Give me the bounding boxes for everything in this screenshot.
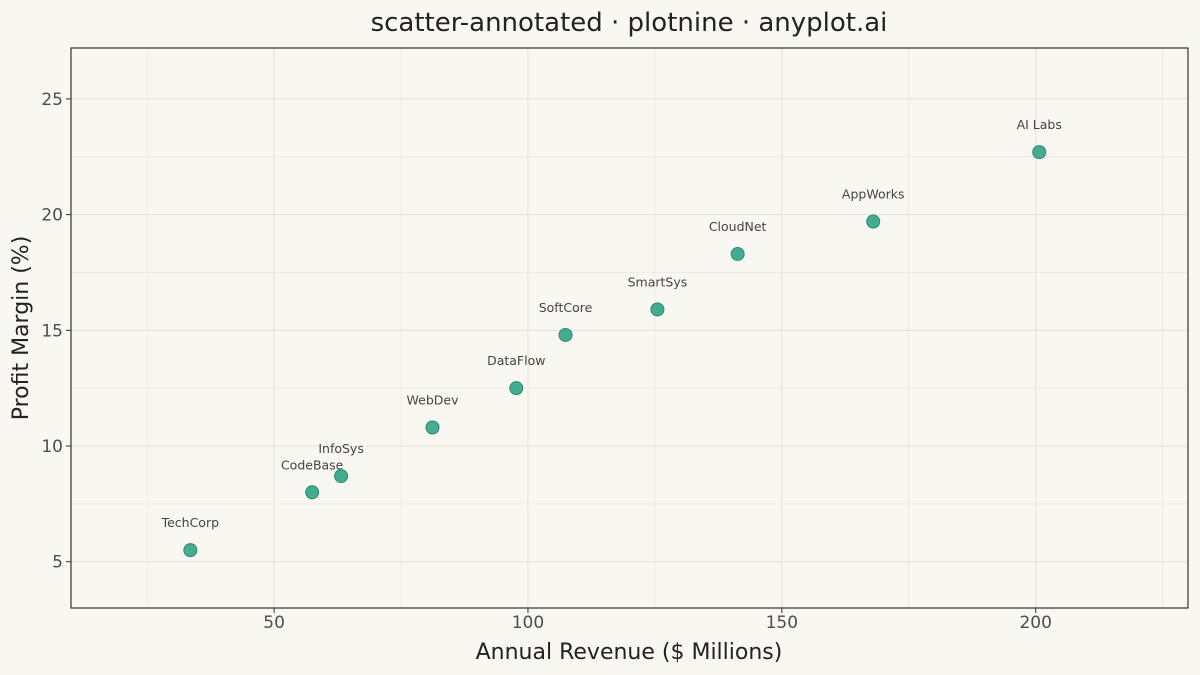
data-point (183, 543, 198, 558)
data-point (425, 420, 440, 435)
data-point (509, 381, 524, 396)
point-label: AI Labs (1017, 117, 1062, 132)
point-label: CloudNet (709, 219, 767, 234)
x-axis-label: Annual Revenue ($ Millions) (476, 640, 783, 665)
plot-area: 50 100 150 200 5 10 15 20 25 TechCorp CodeBaseInfo… (41, 47, 1189, 633)
data-point (305, 485, 320, 500)
point-label: SmartSys (628, 274, 688, 289)
point-label: WebDev (407, 393, 460, 408)
data-point (730, 246, 745, 261)
data-point (334, 469, 349, 484)
y-tick-label: 25 (41, 90, 63, 110)
y-tick-label: 5 (52, 553, 63, 573)
x-tick-label: 150 (766, 613, 798, 633)
data-point (558, 327, 573, 342)
plot-panel-border (70, 47, 1189, 609)
point-label: TechCorp (161, 515, 220, 530)
y-axis-label: Profit Margin (%) (9, 236, 34, 421)
y-tick-label: 10 (41, 437, 63, 457)
data-point (1032, 145, 1047, 160)
y-tick-label: 15 (41, 321, 63, 341)
data-point (650, 302, 665, 317)
chart-title: scatter-annotated · plotnine · anyplot.a… (371, 8, 888, 38)
plot-panel-background (71, 48, 1188, 608)
y-tick-label: 20 (41, 206, 63, 226)
point-label: DataFlow (487, 353, 545, 368)
x-tick-label: 200 (1019, 613, 1051, 633)
data-point (866, 214, 881, 229)
point-label: CodeBase (281, 457, 344, 472)
x-tick-label: 50 (263, 613, 285, 633)
x-tick-label: 100 (512, 613, 544, 633)
point-label: AppWorks (842, 187, 905, 202)
point-label: SoftCore (539, 300, 593, 315)
point-label: InfoSys (318, 441, 364, 456)
